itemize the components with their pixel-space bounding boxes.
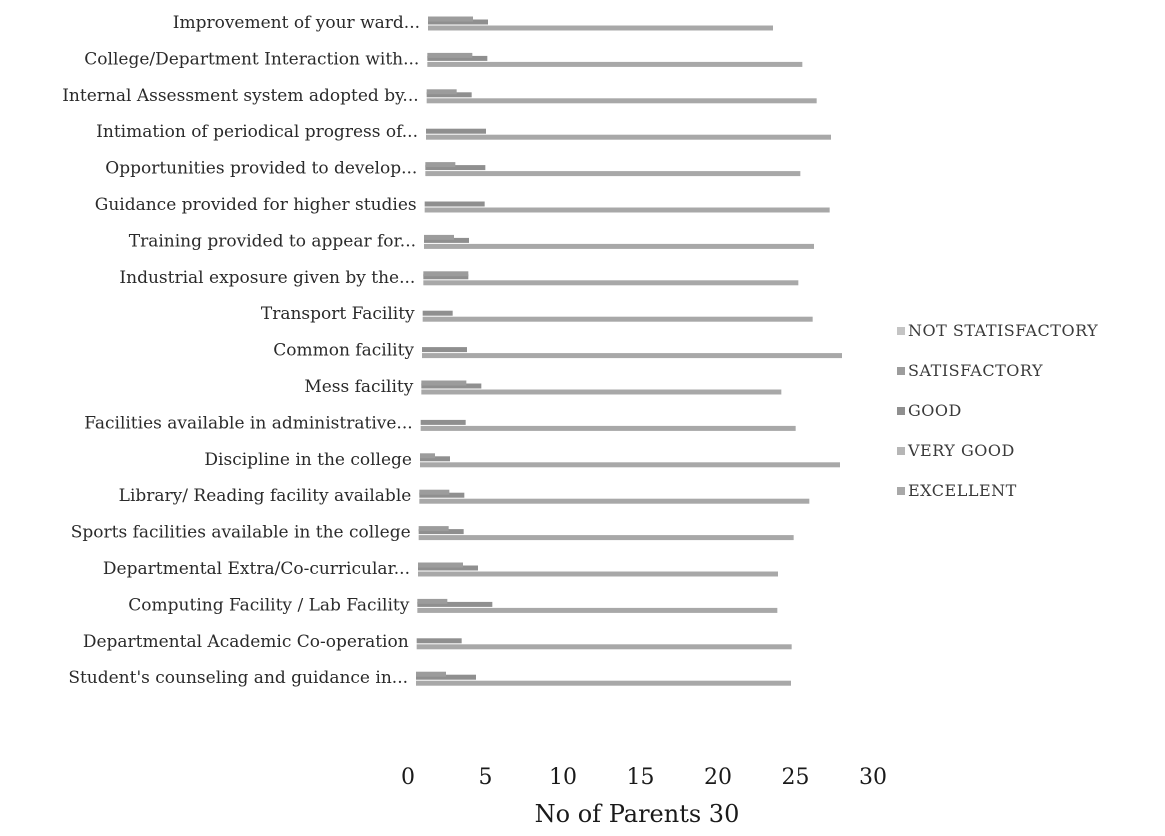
bar-excellent-12 (420, 462, 840, 468)
bar-good-9 (422, 347, 467, 353)
bar-excellent-1 (427, 61, 803, 67)
category-label: Industrial exposure given by the... (119, 268, 415, 288)
bar-excellent-5 (424, 207, 830, 213)
bar-excellent-4 (425, 171, 801, 177)
category-label: Transport Facility (261, 304, 415, 324)
category-label: Improvement of your ward... (173, 13, 420, 33)
bar-excellent-11 (420, 425, 796, 431)
category-label: Internal Assessment system adopted by... (62, 86, 418, 106)
bar-good-14 (418, 529, 464, 535)
bar-good-12 (420, 456, 450, 462)
bar-excellent-0 (428, 25, 773, 31)
x-tick-label: 10 (549, 765, 577, 790)
bar-excellent-7 (423, 280, 799, 286)
category-labels: Improvement of your ward... College/Depar… (62, 13, 420, 688)
bar-satisfactory-1 (427, 52, 473, 58)
bars-group (416, 16, 842, 686)
legend-swatch (897, 487, 905, 495)
bar-satisfactory-6 (424, 234, 454, 240)
x-tick-label: 5 (479, 765, 493, 790)
category-label: Departmental Academic Co-operation (83, 632, 409, 652)
bar-good-0 (428, 19, 488, 25)
category-label: Discipline in the college (204, 450, 412, 470)
bar-satisfactory-18 (416, 671, 446, 677)
bar-good-13 (419, 492, 465, 498)
bar-excellent-16 (417, 607, 778, 613)
category-label: Guidance provided for higher studies (95, 195, 417, 215)
category-label: Student's counseling and guidance in... (68, 668, 408, 688)
bar-excellent-2 (426, 98, 817, 104)
bar-satisfactory-2 (426, 89, 457, 95)
category-label: Mess facility (304, 377, 413, 397)
category-label: Departmental Extra/Co-curricular... (103, 559, 410, 579)
bar-excellent-13 (419, 498, 810, 504)
bar-satisfactory-15 (418, 562, 463, 568)
bar-good-2 (426, 92, 472, 98)
bar-excellent-17 (416, 644, 792, 650)
bar-good-1 (427, 55, 488, 61)
bar-good-5 (424, 201, 485, 207)
x-tick-label: 20 (704, 765, 732, 790)
bar-good-4 (425, 165, 486, 171)
bar-satisfactory-7 (423, 271, 469, 277)
x-tick-label: 30 (859, 765, 887, 790)
bar-good-18 (416, 674, 476, 680)
category-label: Intimation of periodical progress of... (96, 122, 418, 142)
x-axis-title: No of Parents 30 (535, 800, 740, 828)
bar-good-6 (424, 237, 469, 243)
legend-label: NOT STATISFACTORY (908, 321, 1098, 340)
bar-good-7 (423, 274, 469, 280)
category-label: Opportunities provided to develop... (105, 159, 417, 179)
category-label: College/Department Interaction with... (84, 49, 419, 69)
bar-excellent-14 (418, 535, 794, 541)
bar-excellent-8 (422, 316, 813, 322)
x-tick-label: 15 (627, 765, 655, 790)
bar-satisfactory-14 (418, 526, 449, 532)
category-label: Sports facilities available in the colle… (71, 523, 411, 543)
bar-good-15 (418, 565, 478, 571)
category-label: Computing Facility / Lab Facility (128, 595, 409, 615)
bar-satisfactory-13 (419, 489, 450, 495)
bar-excellent-6 (424, 243, 814, 249)
x-tick-label: 0 (401, 765, 415, 790)
bar-excellent-9 (422, 353, 842, 359)
legend: NOT STATISFACTORY SATISFACTORY GOOD VERY GO… (897, 321, 1098, 500)
bar-good-3 (426, 128, 486, 134)
legend-label: VERY GOOD (907, 441, 1015, 460)
legend-swatch (897, 447, 905, 455)
bar-good-16 (417, 601, 493, 607)
legend-swatch (897, 407, 905, 415)
bar-excellent-10 (421, 389, 782, 395)
bar-satisfactory-16 (417, 598, 448, 604)
bar-excellent-15 (418, 571, 778, 577)
category-label: Facilities available in administrative..… (84, 413, 412, 433)
bar-good-10 (421, 383, 482, 389)
bar-satisfactory-12 (420, 453, 435, 459)
legend-swatch (897, 367, 905, 375)
bar-satisfactory-4 (425, 162, 456, 168)
legend-swatch (897, 327, 905, 335)
category-label: Library/ Reading facility available (119, 486, 412, 506)
x-tick-label: 25 (782, 765, 810, 790)
x-axis-ticks: 0 5 10 15 20 25 30 (401, 765, 887, 790)
bar-good-11 (420, 419, 466, 425)
bar-satisfactory-10 (421, 380, 467, 386)
bar-good-8 (422, 310, 453, 316)
bar-good-17 (416, 638, 462, 644)
legend-label: SATISFACTORY (908, 361, 1043, 380)
bar-excellent-3 (426, 134, 831, 140)
bar-satisfactory-0 (428, 16, 473, 22)
category-label: Common facility (273, 341, 414, 361)
legend-label: GOOD (908, 401, 962, 420)
legend-label: EXCELLENT (908, 481, 1017, 500)
bar-excellent-18 (416, 680, 791, 686)
category-label: Training provided to appear for... (129, 231, 416, 251)
